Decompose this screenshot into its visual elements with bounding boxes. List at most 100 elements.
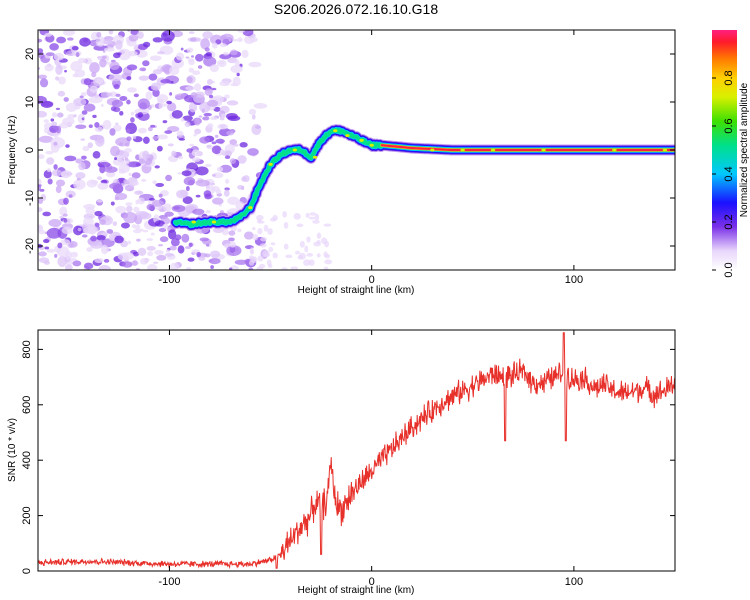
noise-speckle-blob xyxy=(133,93,139,98)
noise-speckle-blob xyxy=(109,61,120,71)
noise-speckle-blob xyxy=(268,246,274,252)
noise-speckle-blob xyxy=(228,230,236,236)
noise-speckle-blob xyxy=(257,255,264,262)
noise-speckle-blob xyxy=(136,31,144,39)
noise-speckle-blob xyxy=(141,178,147,182)
noise-speckle-blob xyxy=(324,240,330,248)
noise-speckle-blob xyxy=(54,253,58,258)
ridge-core-red xyxy=(380,144,675,152)
noise-speckle-blob xyxy=(38,110,48,118)
noise-speckle-blob xyxy=(248,36,258,43)
noise-speckle-blob xyxy=(169,245,177,251)
noise-speckle-blob xyxy=(229,139,238,146)
snr-ytick-label: 400 xyxy=(21,451,33,469)
noise-speckle-blob xyxy=(108,73,123,82)
noise-speckle-blob xyxy=(49,43,59,51)
noise-speckle-blob xyxy=(146,245,156,251)
noise-speckle-blob xyxy=(305,212,310,218)
noise-speckle-blob xyxy=(247,148,259,156)
noise-speckle-blob xyxy=(219,164,232,173)
noise-speckle-blob xyxy=(177,172,182,175)
noise-speckle-blob xyxy=(63,218,68,223)
noise-speckle-blob xyxy=(125,128,131,134)
noise-speckle-blob xyxy=(193,133,197,137)
noise-speckle-blob xyxy=(285,254,293,259)
noise-speckle-blob xyxy=(135,210,149,219)
snr-xtick-label: 0 xyxy=(369,576,375,588)
noise-speckle-blob xyxy=(150,124,156,128)
noise-speckle-blob xyxy=(195,166,209,176)
ridge-hotspot xyxy=(430,148,435,152)
noise-speckle-blob xyxy=(85,206,95,215)
noise-speckle-blob xyxy=(126,76,132,81)
snr-ytick-label: 0 xyxy=(21,568,33,574)
noise-speckle-blob xyxy=(283,243,289,250)
noise-speckle-blob xyxy=(81,155,87,160)
noise-speckle-blob xyxy=(154,165,160,169)
noise-speckle-blob xyxy=(230,83,238,87)
noise-speckle-blob xyxy=(181,170,192,177)
noise-speckle-blob xyxy=(259,263,266,269)
noise-speckle-blob xyxy=(143,41,151,48)
noise-speckle-blob xyxy=(124,147,133,153)
noise-speckle-blob xyxy=(223,189,230,197)
noise-speckle-blob xyxy=(150,82,161,91)
noise-speckle-blob xyxy=(191,149,200,157)
noise-speckle-blob xyxy=(64,69,67,73)
noise-speckle-blob xyxy=(168,229,177,240)
noise-speckle-blob xyxy=(229,241,236,248)
noise-speckle-blob xyxy=(188,31,195,34)
noise-speckle-blob xyxy=(211,42,218,49)
noise-speckle-blob xyxy=(208,258,221,265)
noise-speckle-blob xyxy=(205,210,211,214)
noise-speckle-blob xyxy=(171,204,186,213)
noise-speckle-blob xyxy=(131,172,141,179)
noise-speckle-blob xyxy=(126,136,132,142)
noise-speckle-blob xyxy=(55,76,60,81)
noise-speckle-blob xyxy=(123,212,138,224)
noise-speckle-blob xyxy=(230,65,243,74)
colorbar-tick-label: 0.4 xyxy=(723,166,735,181)
noise-speckle-blob xyxy=(81,234,88,238)
noise-speckle-blob xyxy=(115,93,121,98)
noise-speckle-blob xyxy=(142,60,150,67)
noise-speckle-blob xyxy=(81,110,88,115)
noise-speckle-blob xyxy=(148,126,153,132)
noise-speckle-blob xyxy=(114,157,118,161)
noise-speckle-blob xyxy=(306,236,311,243)
ridge-hotspot xyxy=(268,162,273,166)
noise-speckle-blob xyxy=(228,237,235,242)
noise-speckle-blob xyxy=(259,243,267,248)
noise-speckle-blob xyxy=(164,130,173,134)
noise-speckle-blob xyxy=(268,264,273,269)
noise-speckle-blob xyxy=(148,73,158,81)
noise-speckle-blob xyxy=(149,55,162,61)
noise-speckle-blob xyxy=(38,184,42,191)
noise-speckle-blob xyxy=(226,100,239,106)
noise-speckle-blob xyxy=(127,240,132,245)
noise-speckle-blob xyxy=(147,264,158,270)
noise-speckle-blob xyxy=(83,216,94,227)
noise-speckle-blob xyxy=(61,226,73,235)
noise-speckle-blob xyxy=(81,117,85,121)
noise-speckle-blob xyxy=(51,112,58,118)
noise-speckle-blob xyxy=(69,258,78,262)
noise-speckle-blob xyxy=(113,52,121,59)
noise-speckle-blob xyxy=(96,31,102,38)
noise-speckle-blob xyxy=(115,39,123,50)
noise-speckle-blob xyxy=(68,241,78,248)
noise-speckle-blob xyxy=(44,32,53,37)
noise-speckle-blob xyxy=(188,67,195,73)
noise-speckle-blob xyxy=(122,261,133,268)
noise-speckle-blob xyxy=(53,164,58,170)
ridge-hotspot xyxy=(211,220,217,224)
noise-speckle-blob xyxy=(127,87,137,93)
noise-speckle-blob xyxy=(138,75,150,81)
ridge-hotspot xyxy=(490,148,496,152)
spectrogram-ytick-label: 20 xyxy=(24,48,36,60)
noise-speckle-blob xyxy=(111,99,124,108)
noise-speckle-blob xyxy=(182,115,193,121)
noise-speckle-blob xyxy=(150,232,155,236)
noise-speckle-blob xyxy=(190,92,198,99)
noise-speckle-blob xyxy=(162,223,169,229)
